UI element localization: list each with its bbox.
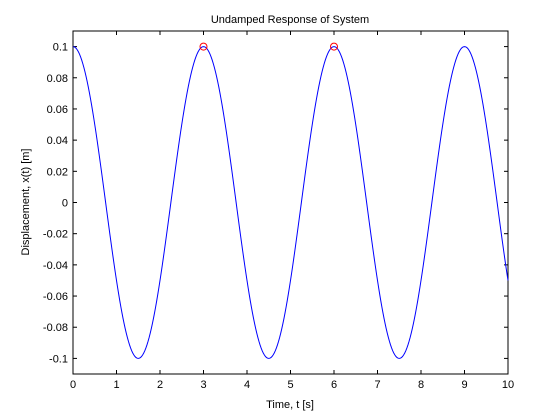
y-tick-label: -0.06 [43,291,68,303]
x-axis-title: Time, t [s] [266,399,314,411]
x-tick-label: 6 [331,379,337,391]
y-tick-label: -0.08 [43,322,68,334]
y-tick-label: -0.04 [43,260,68,272]
ticks-layer: 0 1 2 3 4 5 6 7 8 9 10 -0.1 -0.08 -0.06 -0.04 -0.02 0 0.0… [43,31,514,391]
chart-title: Undamped Response of System [211,14,369,26]
x-tick-label: 4 [244,379,250,391]
x-tick-label: 8 [418,379,424,391]
y-tick-label: 0.02 [47,166,68,178]
y-tick-label: -0.02 [43,229,68,241]
peak-marker [330,42,338,51]
y-tick-label: 0.06 [47,104,68,116]
series-line-displacement [72,46,509,359]
plot-area [72,30,509,375]
x-tick-label: 5 [287,379,293,391]
x-tick-label: 2 [157,379,163,391]
series-layer [72,42,509,359]
x-tick-label: 1 [113,379,119,391]
y-tick-label: 0.08 [47,73,68,85]
x-tick-label: 0 [70,379,76,391]
x-tick-label: 10 [502,379,514,391]
y-tick-label: 0.04 [47,135,68,147]
peak-marker [199,42,208,51]
x-tick-label: 3 [200,379,206,391]
x-tick-label: 9 [461,379,467,391]
y-axis-title: Displacement, x(t) [m] [20,149,32,256]
x-tick-label: 7 [374,379,380,391]
y-tick-label: -0.1 [49,353,68,365]
y-tick-label: 0.1 [53,42,68,54]
y-tick-label: 0 [62,198,68,210]
